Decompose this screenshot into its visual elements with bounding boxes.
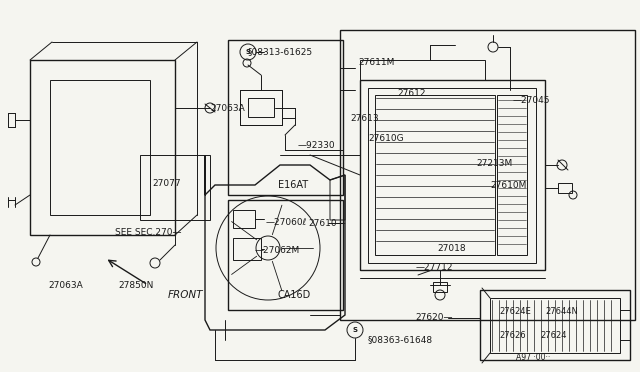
Text: FRONT: FRONT xyxy=(168,290,204,300)
Bar xyxy=(50,80,150,215)
Bar xyxy=(228,200,343,310)
Text: 27611M: 27611M xyxy=(358,58,394,67)
Bar xyxy=(233,238,261,260)
Bar xyxy=(360,80,545,270)
Text: S: S xyxy=(353,327,358,333)
Bar xyxy=(228,40,343,195)
Text: §08313-61625: §08313-61625 xyxy=(248,48,313,57)
Text: —27060ℓ: —27060ℓ xyxy=(266,218,307,227)
Bar xyxy=(433,282,447,292)
Bar xyxy=(480,290,630,360)
Text: —27062M: —27062M xyxy=(255,246,300,254)
Text: 27644N: 27644N xyxy=(545,307,578,315)
Bar xyxy=(248,98,274,117)
Bar xyxy=(497,95,527,255)
Text: 27063A: 27063A xyxy=(210,103,244,112)
Text: 27850N: 27850N xyxy=(118,280,154,289)
Text: —27045: —27045 xyxy=(513,96,550,105)
Text: 27213M: 27213M xyxy=(476,158,512,167)
Text: 27620—: 27620— xyxy=(415,314,452,323)
Text: 27077: 27077 xyxy=(152,179,180,187)
Bar xyxy=(240,90,282,125)
Text: 27612: 27612 xyxy=(397,89,426,97)
Bar xyxy=(30,60,175,235)
Bar xyxy=(360,60,485,80)
Text: 27613: 27613 xyxy=(350,113,379,122)
Bar xyxy=(233,210,255,228)
Text: 27626: 27626 xyxy=(499,330,525,340)
Text: CA16D: CA16D xyxy=(278,290,311,300)
Bar xyxy=(140,155,210,220)
Bar xyxy=(558,183,572,193)
Bar xyxy=(340,30,635,320)
Text: 27063A: 27063A xyxy=(48,280,83,289)
Bar xyxy=(368,88,536,263)
Text: 27610G: 27610G xyxy=(368,134,404,142)
Bar xyxy=(490,298,620,353)
Text: §08363-61648: §08363-61648 xyxy=(368,336,433,344)
Text: 27018: 27018 xyxy=(437,244,466,253)
Text: 27624E: 27624E xyxy=(499,307,531,315)
Bar xyxy=(240,90,282,125)
Bar xyxy=(375,95,495,255)
Text: A97 ·00··: A97 ·00·· xyxy=(516,353,550,362)
Text: 27610M: 27610M xyxy=(490,180,526,189)
Text: 27624: 27624 xyxy=(540,330,566,340)
Text: —27712: —27712 xyxy=(416,263,454,273)
Text: —92330: —92330 xyxy=(298,141,335,150)
Text: 27610—: 27610— xyxy=(308,218,346,228)
Text: E16AT: E16AT xyxy=(278,180,308,190)
Text: S: S xyxy=(246,49,250,55)
Text: SEE SEC.270—: SEE SEC.270— xyxy=(115,228,182,237)
